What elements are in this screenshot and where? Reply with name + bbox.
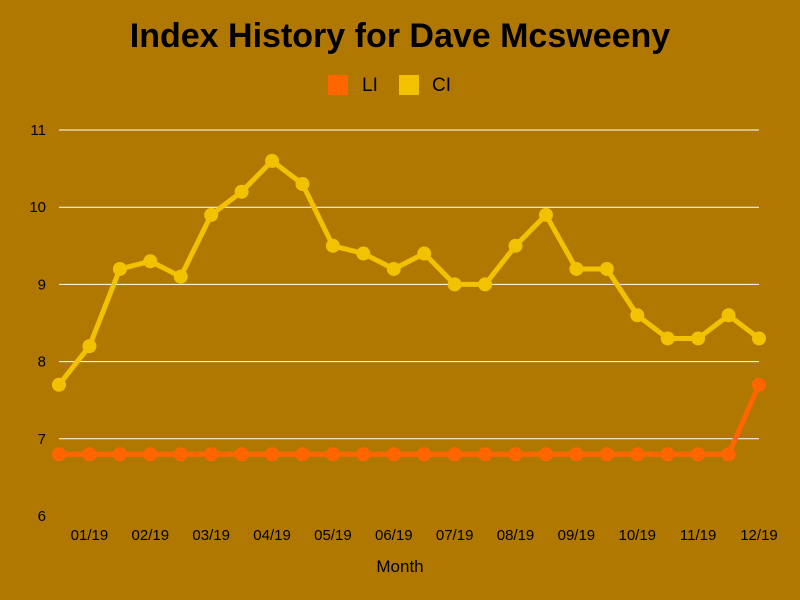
y-tick-label: 6 <box>38 508 46 525</box>
data-point-ci <box>325 238 340 253</box>
data-point-li <box>599 447 614 462</box>
data-point-ci <box>52 377 66 392</box>
y-tick-label: 7 <box>38 431 46 448</box>
x-tick-label: 06/19 <box>375 527 413 544</box>
data-point-li <box>143 447 158 462</box>
x-tick-label: 03/19 <box>192 527 230 544</box>
data-point-ci <box>234 184 249 199</box>
data-point-li <box>447 447 462 462</box>
series-line-ci <box>56 158 762 388</box>
x-tick-label: 12/19 <box>740 527 778 544</box>
data-point-ci <box>478 277 493 292</box>
data-point-ci <box>752 331 766 346</box>
data-point-ci <box>691 331 706 346</box>
data-point-li <box>173 447 188 462</box>
data-point-li <box>752 377 766 392</box>
series-line-li <box>56 382 762 457</box>
y-tick-label: 11 <box>30 122 46 139</box>
y-tick-label: 8 <box>38 354 46 371</box>
data-point-ci <box>295 177 310 192</box>
legend-swatch-li <box>328 75 348 95</box>
data-point-ci <box>173 269 188 284</box>
data-point-ci <box>265 153 280 168</box>
x-axis-label: Month <box>376 557 423 576</box>
data-point-ci <box>721 308 736 323</box>
x-tick-label: 11/19 <box>680 527 716 544</box>
data-point-li <box>52 447 66 462</box>
data-point-li <box>112 447 127 462</box>
chart-title: Index History for Dave Mcsweeny <box>130 17 671 55</box>
x-tick-label: 01/19 <box>71 527 109 544</box>
data-point-ci <box>538 207 553 222</box>
data-point-li <box>356 447 371 462</box>
data-point-li <box>721 447 736 462</box>
series-li <box>52 377 766 462</box>
data-point-ci <box>204 207 219 222</box>
x-tick-label: 09/19 <box>558 527 596 544</box>
data-point-li <box>386 447 401 462</box>
x-tick-label: 10/19 <box>618 527 656 544</box>
data-point-ci <box>386 261 401 276</box>
data-point-ci <box>82 339 97 354</box>
data-point-li <box>630 447 645 462</box>
y-axis-ticks: 6 7 8 9 10 11 <box>29 122 46 525</box>
data-point-ci <box>630 308 645 323</box>
plot-area <box>52 153 766 462</box>
legend-swatch-ci <box>399 75 419 95</box>
data-point-ci <box>508 238 523 253</box>
y-tick-label: 9 <box>38 276 46 293</box>
data-point-li <box>204 447 219 462</box>
y-tick-label: 10 <box>29 199 46 216</box>
data-point-ci <box>143 254 158 269</box>
data-point-ci <box>447 277 462 292</box>
x-tick-label: 07/19 <box>436 527 474 544</box>
data-point-li <box>234 447 249 462</box>
x-axis-ticks: 01/19 02/19 03/19 04/19 05/19 06/19 07/19 08/19… <box>71 527 778 544</box>
data-point-li <box>417 447 432 462</box>
legend-label-li: LI <box>362 75 378 96</box>
data-point-ci <box>417 246 432 261</box>
x-tick-label: 02/19 <box>132 527 170 544</box>
x-tick-label: 04/19 <box>253 527 291 544</box>
data-point-li <box>508 447 523 462</box>
data-point-li <box>569 447 584 462</box>
data-point-li <box>82 447 97 462</box>
data-point-li <box>325 447 340 462</box>
x-tick-label: 05/19 <box>314 527 352 544</box>
x-tick-label: 08/19 <box>497 527 535 544</box>
data-point-ci <box>599 261 614 276</box>
data-point-ci <box>112 261 127 276</box>
legend: LI CI <box>328 75 451 96</box>
data-point-li <box>660 447 675 462</box>
data-point-li <box>538 447 553 462</box>
data-point-ci <box>660 331 675 346</box>
data-point-li <box>691 447 706 462</box>
data-point-ci <box>356 246 371 261</box>
legend-label-ci: CI <box>432 75 451 96</box>
data-point-ci <box>569 261 584 276</box>
data-point-li <box>295 447 310 462</box>
series-ci <box>52 153 766 392</box>
data-point-li <box>478 447 493 462</box>
data-point-li <box>265 447 280 462</box>
gridlines <box>59 129 759 440</box>
